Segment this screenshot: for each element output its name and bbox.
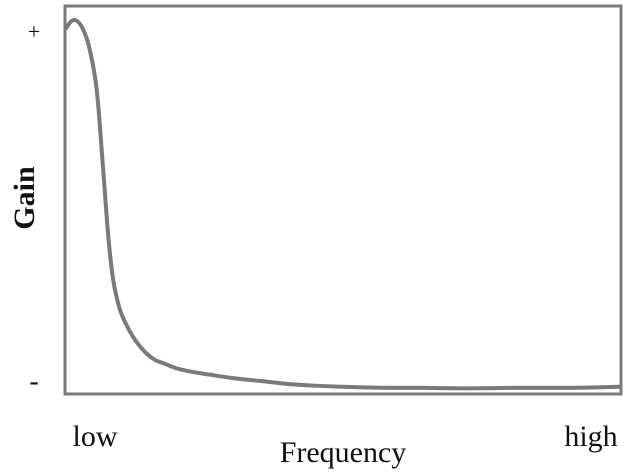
y-tick-label-minus: - <box>29 366 38 397</box>
x-tick-label-low: low <box>73 420 118 453</box>
x-tick-label-high: high <box>564 420 617 453</box>
gain-curve-line <box>64 18 621 391</box>
y-tick-label-plus: + <box>28 19 40 44</box>
x-axis-label: Frequency <box>280 436 407 469</box>
y-axis-label: Gain <box>8 166 41 230</box>
plot-frame <box>63 4 623 396</box>
